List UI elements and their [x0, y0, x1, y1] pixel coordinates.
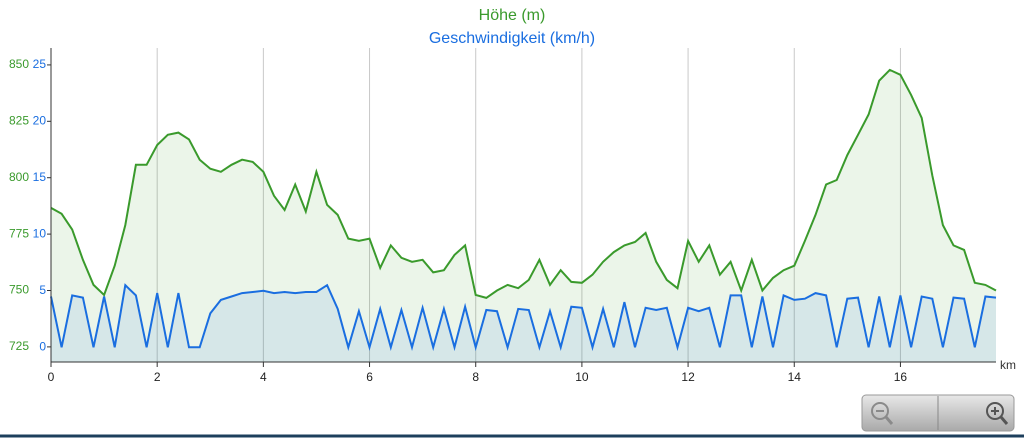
chart-subtitle: Geschwindigkeit (km/h) [429, 30, 595, 47]
zoom-out-button[interactable] [862, 395, 938, 431]
zoom-controls [861, 394, 1015, 432]
y2-tick-label: 15 [33, 170, 47, 184]
x-tick-label: 2 [154, 370, 161, 384]
y-tick-label: 825 [9, 113, 29, 127]
y2-tick-label: 20 [33, 114, 47, 128]
y2-tick-label: 10 [33, 227, 47, 241]
zoom-in-button[interactable] [938, 395, 1014, 431]
x-tick-label: 10 [575, 370, 589, 384]
x-axis-label: km [1000, 358, 1016, 372]
y-tick-label: 750 [9, 283, 29, 297]
x-tick-label: 12 [681, 370, 695, 384]
series-line [50, 283, 997, 352]
y-tick-label: 850 [9, 57, 29, 71]
series-area [51, 69, 996, 363]
y2-tick-label: 0 [39, 339, 46, 353]
series-area [51, 285, 996, 362]
x-tick-label: 14 [788, 370, 802, 384]
chart-title: Höhe (m) [479, 7, 546, 24]
x-tick-label: 16 [894, 370, 908, 384]
x-tick-label: 0 [48, 370, 55, 384]
x-tick-label: 6 [366, 370, 373, 384]
x-tick-label: 4 [260, 370, 267, 384]
y-tick-label: 775 [9, 226, 29, 240]
y2-tick-label: 25 [33, 57, 47, 71]
y-tick-label: 725 [9, 339, 29, 353]
y2-tick-label: 5 [39, 283, 46, 297]
series-line [50, 68, 997, 299]
x-tick-label: 8 [472, 370, 479, 384]
y-tick-label: 800 [9, 170, 29, 184]
